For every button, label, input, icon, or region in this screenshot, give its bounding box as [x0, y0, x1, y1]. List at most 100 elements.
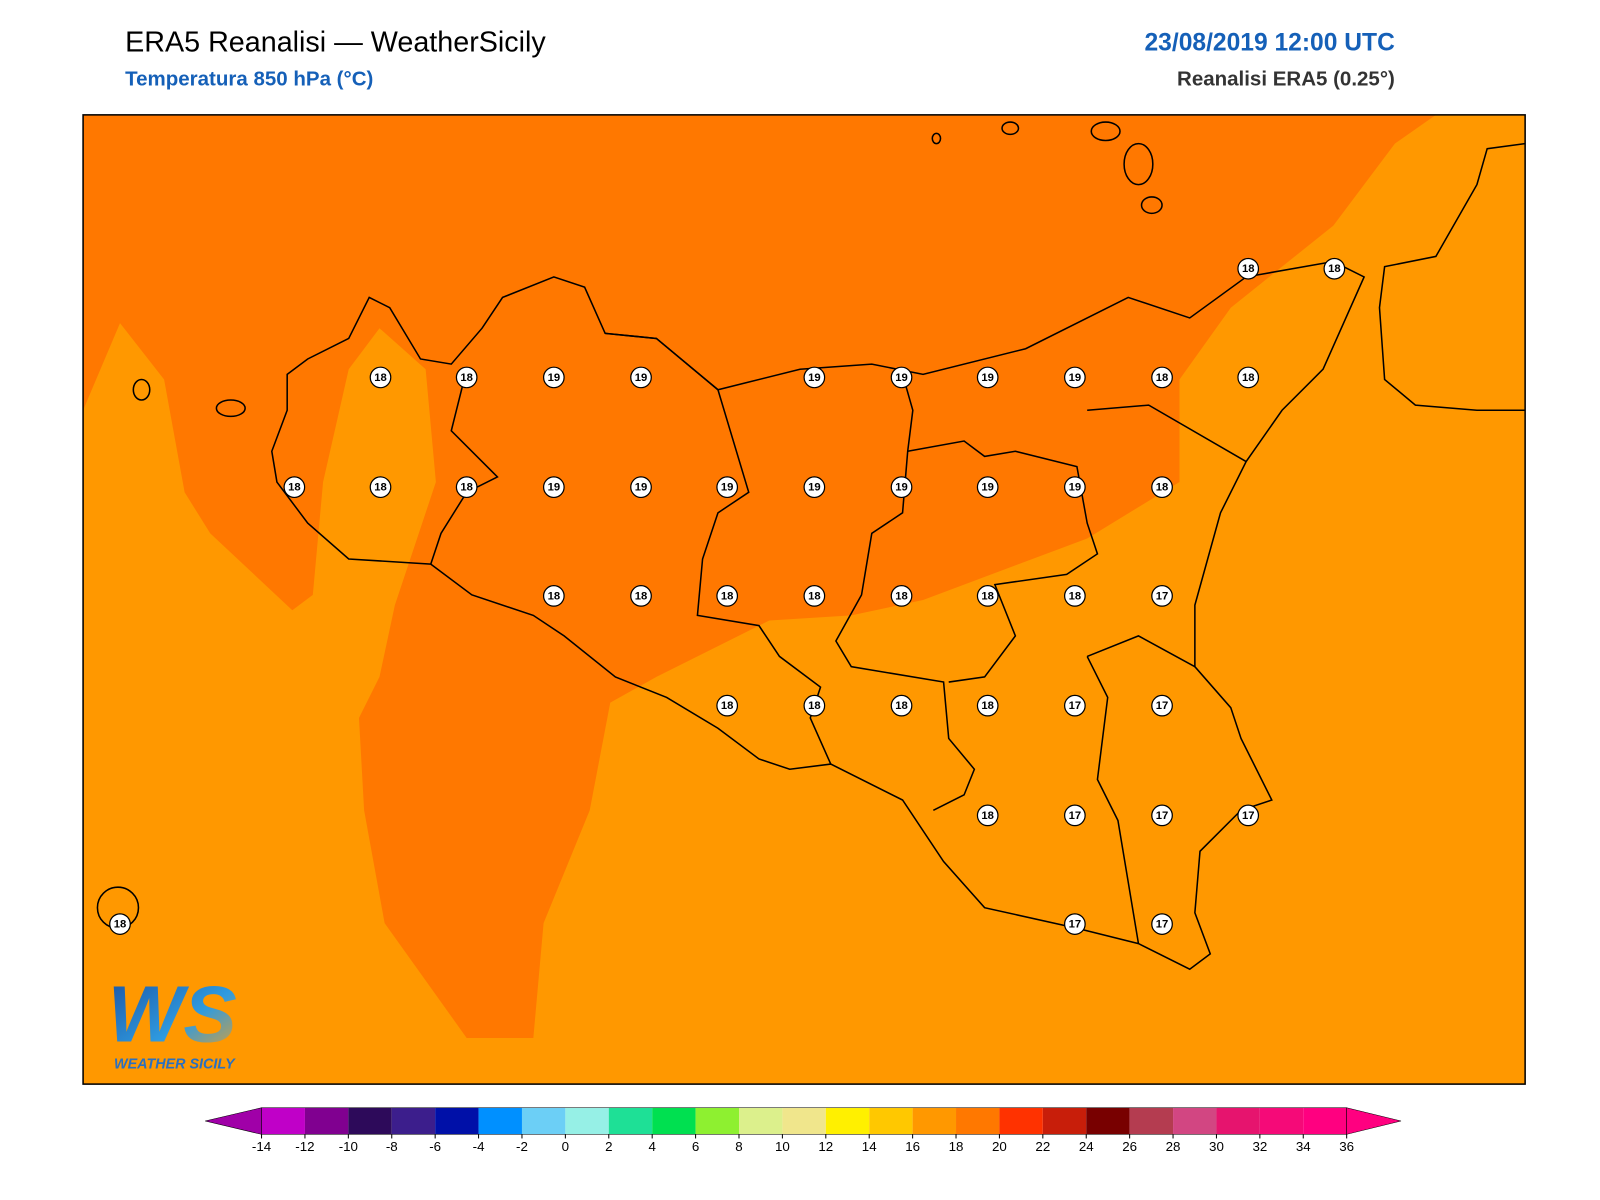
station-value: 18 [548, 590, 561, 602]
colorbar-tick-label: 10 [775, 1139, 790, 1154]
colorbar-box [652, 1107, 696, 1135]
calabria [1378, 142, 1526, 412]
station-marker [630, 585, 652, 607]
station-value: 18 [981, 590, 994, 602]
colorbar-box [478, 1107, 522, 1135]
station-value: 18 [895, 700, 908, 712]
station: 17 [1063, 804, 1086, 827]
station-value: 18 [1069, 590, 1082, 602]
station: 17 [1151, 804, 1173, 827]
station: 17 [1063, 694, 1086, 717]
station-marker [1151, 694, 1173, 717]
station-marker [1063, 804, 1086, 827]
station-value: 18 [721, 700, 734, 712]
station-value: 18 [114, 919, 127, 931]
station-value: 18 [1242, 372, 1255, 384]
station: 19 [542, 366, 565, 389]
colorbar-tick-label: 22 [1035, 1139, 1050, 1154]
station-value: 17 [1156, 919, 1169, 931]
station: 19 [803, 476, 826, 499]
station-marker [1237, 257, 1260, 280]
station-value: 18 [721, 590, 734, 602]
station: 18 [455, 366, 478, 389]
station-marker [976, 694, 999, 717]
colorbar-tick-label: 24 [1079, 1139, 1094, 1154]
station: 18 [890, 694, 913, 717]
station: 18 [976, 694, 999, 717]
logo-name: WEATHER SICILY [114, 1056, 236, 1072]
station: 18 [1237, 257, 1260, 280]
station-marker [1151, 804, 1173, 827]
colorbar-box [1259, 1107, 1304, 1135]
station-marker [455, 476, 478, 499]
station-value: 19 [981, 482, 994, 494]
source: Reanalisi ERA5 (0.25°) [1177, 67, 1395, 90]
station: 19 [890, 476, 913, 499]
station: 19 [716, 476, 739, 499]
station-marker [1151, 476, 1173, 499]
station-value: 19 [808, 372, 821, 384]
station-marker [976, 476, 999, 499]
station: 18 [976, 804, 999, 827]
station-value: 19 [1069, 372, 1082, 384]
island [215, 399, 246, 418]
station-marker [890, 585, 913, 607]
colorbar-tick-label: 2 [605, 1139, 612, 1154]
colorbar-tick-label: 6 [692, 1139, 699, 1154]
station-marker [1063, 585, 1086, 607]
station-marker [1063, 913, 1086, 935]
station-marker [803, 694, 826, 717]
station-value: 17 [1156, 810, 1169, 822]
colorbar-box [348, 1107, 392, 1135]
colorbar-outline [261, 1107, 1347, 1135]
station-value: 17 [1156, 700, 1169, 712]
station-marker [890, 366, 913, 389]
colorbar-box [869, 1107, 913, 1135]
station-value: 18 [635, 590, 648, 602]
field-light [83, 114, 1526, 1085]
station-value: 18 [374, 482, 387, 494]
colorbar-box [1303, 1107, 1347, 1135]
datetime: 23/08/2019 12:00 UTC [1144, 30, 1395, 57]
colorbar-tick-label: 28 [1166, 1139, 1181, 1154]
colorbar-box [391, 1107, 436, 1135]
station-value: 19 [895, 372, 908, 384]
colorbar-tick-label: -12 [295, 1139, 314, 1154]
colorbar-box [304, 1107, 349, 1135]
station-value: 19 [981, 372, 994, 384]
station-marker [716, 476, 739, 499]
station: 18 [1063, 585, 1086, 607]
island [1123, 142, 1154, 186]
station-marker [890, 476, 913, 499]
colorbar-box [261, 1107, 305, 1135]
colorbar-box [1216, 1107, 1260, 1135]
station-value: 19 [635, 482, 648, 494]
station-marker [630, 476, 652, 499]
station-value: 17 [1069, 700, 1082, 712]
province-border [1086, 656, 1140, 944]
station-marker [1151, 366, 1173, 389]
colorbar-tick-label: 16 [905, 1139, 920, 1154]
colorbar-tick-label: 8 [735, 1139, 742, 1154]
station: 18 [1323, 257, 1346, 280]
frame [82, 114, 1526, 1085]
colorbar-box [1086, 1107, 1130, 1135]
subtitle: Temperatura 850 hPa (°C) [125, 67, 373, 90]
station-value: 19 [721, 482, 734, 494]
station: 18 [890, 585, 913, 607]
station: 19 [1063, 366, 1086, 389]
station: 18 [803, 694, 826, 717]
station-marker [976, 585, 999, 607]
island [931, 132, 942, 145]
station: 17 [1237, 804, 1260, 827]
station-value: 18 [288, 482, 301, 494]
colorbar-tick-label: 36 [1339, 1139, 1354, 1154]
colorbar-tick-label: -10 [339, 1139, 358, 1154]
station-value: 18 [981, 810, 994, 822]
station-marker [976, 366, 999, 389]
station: 19 [630, 476, 652, 499]
station-value: 18 [1242, 263, 1255, 275]
station: 18 [283, 476, 306, 499]
island [1140, 196, 1163, 215]
station: 19 [890, 366, 913, 389]
